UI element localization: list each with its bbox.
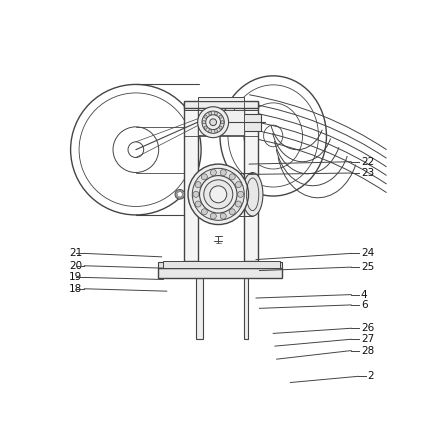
Circle shape — [195, 182, 201, 188]
Bar — [198, 98, 244, 101]
Circle shape — [199, 176, 237, 213]
Circle shape — [188, 164, 248, 224]
Bar — [163, 260, 280, 268]
Circle shape — [210, 119, 216, 126]
Bar — [158, 268, 282, 278]
Circle shape — [181, 196, 183, 198]
Bar — [242, 114, 261, 131]
Text: 22: 22 — [361, 157, 374, 167]
Circle shape — [175, 190, 185, 199]
Text: 20: 20 — [69, 261, 82, 271]
Circle shape — [201, 174, 207, 180]
Bar — [196, 278, 203, 339]
Bar — [184, 102, 198, 261]
Text: 25: 25 — [361, 262, 374, 272]
Text: 24: 24 — [361, 248, 374, 258]
Circle shape — [219, 126, 222, 129]
Circle shape — [176, 196, 178, 198]
Circle shape — [204, 180, 233, 209]
Text: 2: 2 — [368, 372, 374, 381]
Circle shape — [182, 193, 184, 195]
Circle shape — [70, 84, 201, 215]
Circle shape — [175, 193, 178, 195]
Circle shape — [215, 112, 218, 115]
Circle shape — [202, 121, 206, 124]
Bar — [244, 268, 248, 339]
Text: 18: 18 — [69, 284, 82, 294]
Circle shape — [179, 190, 181, 192]
Circle shape — [235, 201, 241, 207]
Circle shape — [209, 112, 212, 115]
Circle shape — [206, 115, 220, 130]
Text: 27: 27 — [361, 334, 374, 344]
Circle shape — [176, 191, 178, 193]
Ellipse shape — [220, 76, 326, 196]
Circle shape — [181, 191, 183, 193]
Circle shape — [204, 115, 207, 118]
Text: 28: 28 — [361, 346, 374, 355]
Circle shape — [192, 168, 244, 220]
Bar — [184, 101, 258, 108]
Circle shape — [195, 201, 201, 207]
Text: 21: 21 — [69, 248, 82, 258]
Circle shape — [210, 169, 216, 176]
Circle shape — [202, 111, 224, 133]
Text: 23: 23 — [361, 168, 374, 178]
Circle shape — [229, 174, 235, 180]
Circle shape — [220, 213, 226, 219]
Circle shape — [204, 126, 207, 129]
Circle shape — [238, 191, 244, 197]
Text: 19: 19 — [69, 273, 82, 282]
Text: 4: 4 — [361, 289, 368, 300]
Circle shape — [201, 209, 207, 215]
Text: 6: 6 — [361, 300, 368, 310]
Circle shape — [235, 182, 241, 188]
Circle shape — [220, 169, 226, 176]
Circle shape — [193, 191, 199, 197]
Circle shape — [219, 115, 222, 118]
Circle shape — [221, 121, 224, 124]
Bar — [158, 262, 282, 268]
Circle shape — [229, 209, 235, 215]
Circle shape — [215, 129, 218, 132]
Bar — [198, 110, 244, 135]
Bar — [244, 102, 258, 261]
Text: 26: 26 — [361, 323, 374, 333]
Ellipse shape — [242, 173, 263, 216]
Circle shape — [209, 129, 212, 132]
Circle shape — [210, 213, 216, 219]
Circle shape — [198, 107, 229, 138]
Circle shape — [179, 197, 181, 199]
Circle shape — [210, 186, 227, 203]
